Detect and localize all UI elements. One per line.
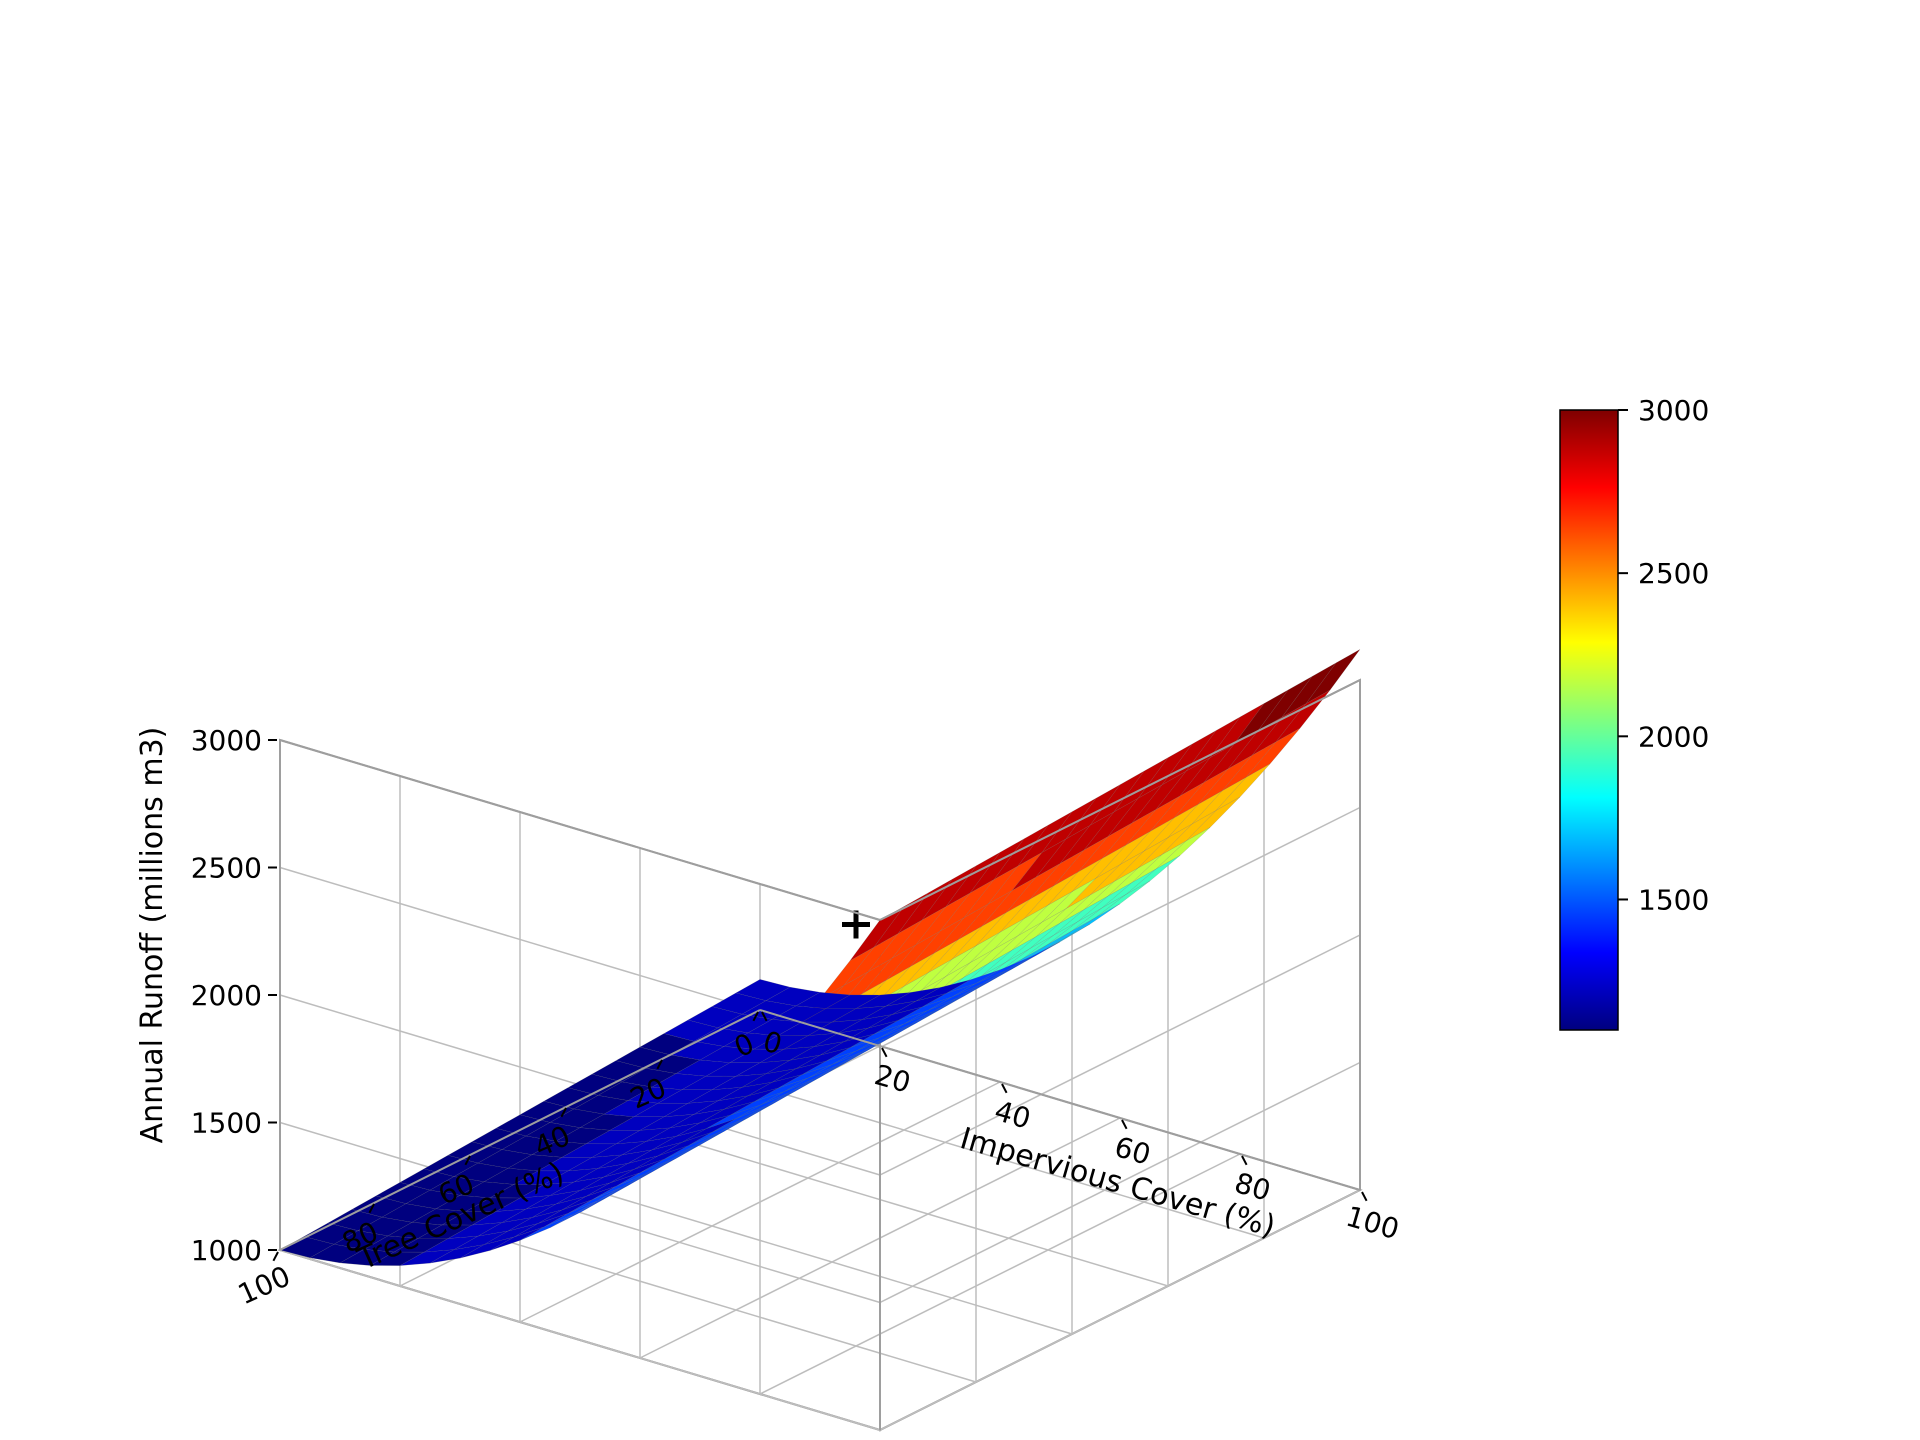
- z-tick-label: 1500: [191, 1107, 262, 1140]
- colorbar-tick-label: 3000: [1638, 394, 1709, 427]
- z-tick-label: 1000: [191, 1234, 262, 1267]
- colorbar-tick-label: 1500: [1638, 883, 1709, 916]
- z-tick-label: 3000: [191, 724, 262, 757]
- surface3d-figure: 0204060801000204060801001000150020002500…: [0, 0, 1920, 1440]
- z-axis-label: Annual Runoff (millions m3): [135, 727, 170, 1144]
- colorbar-tick-label: 2000: [1638, 720, 1709, 753]
- colorbar-tick-label: 2500: [1638, 557, 1709, 590]
- z-tick-label: 2000: [191, 979, 262, 1012]
- z-tick-label: 2500: [191, 852, 262, 885]
